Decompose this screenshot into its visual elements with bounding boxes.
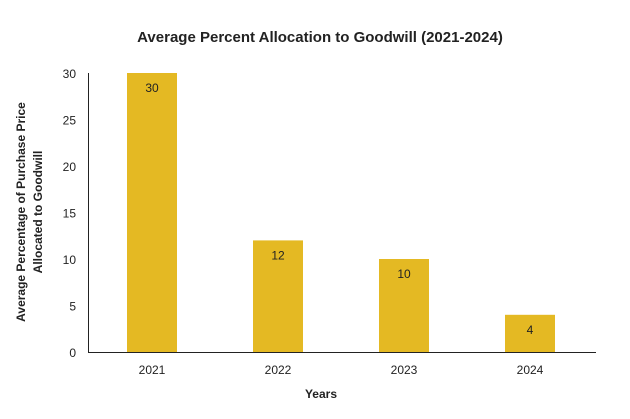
bar-2022 — [253, 240, 303, 352]
y-tick-label: 30 — [63, 67, 77, 81]
x-tick-label-2024: 2024 — [517, 363, 544, 377]
data-label-2024: 4 — [527, 323, 534, 337]
y-axis-label-line2: Allocated to Goodwill — [31, 151, 45, 274]
data-label-2022: 12 — [271, 248, 285, 262]
bar-2023 — [379, 259, 429, 352]
data-label-2021: 30 — [145, 81, 159, 95]
y-axis-label: Average Percentage of Purchase Price All… — [14, 102, 45, 322]
bar-2024 — [505, 314, 555, 352]
chart-title: Average Percent Allocation to Goodwill (… — [137, 29, 503, 46]
x-axis-label: Years — [305, 387, 337, 401]
y-tick-label: 20 — [63, 160, 77, 174]
y-tick-label: 10 — [63, 253, 77, 267]
bar-2021 — [127, 73, 177, 352]
x-tick-label-2021: 2021 — [139, 363, 166, 377]
data-label-2023: 10 — [397, 267, 411, 281]
y-axis-label-line1: Average Percentage of Purchase Price — [14, 102, 28, 322]
y-tick-label: 15 — [63, 207, 77, 221]
x-tick-label-2023: 2023 — [391, 363, 418, 377]
x-tick-label-2022: 2022 — [265, 363, 292, 377]
y-tick-label: 25 — [63, 114, 77, 128]
y-tick-label: 5 — [69, 300, 76, 314]
y-tick-label: 0 — [69, 346, 76, 360]
